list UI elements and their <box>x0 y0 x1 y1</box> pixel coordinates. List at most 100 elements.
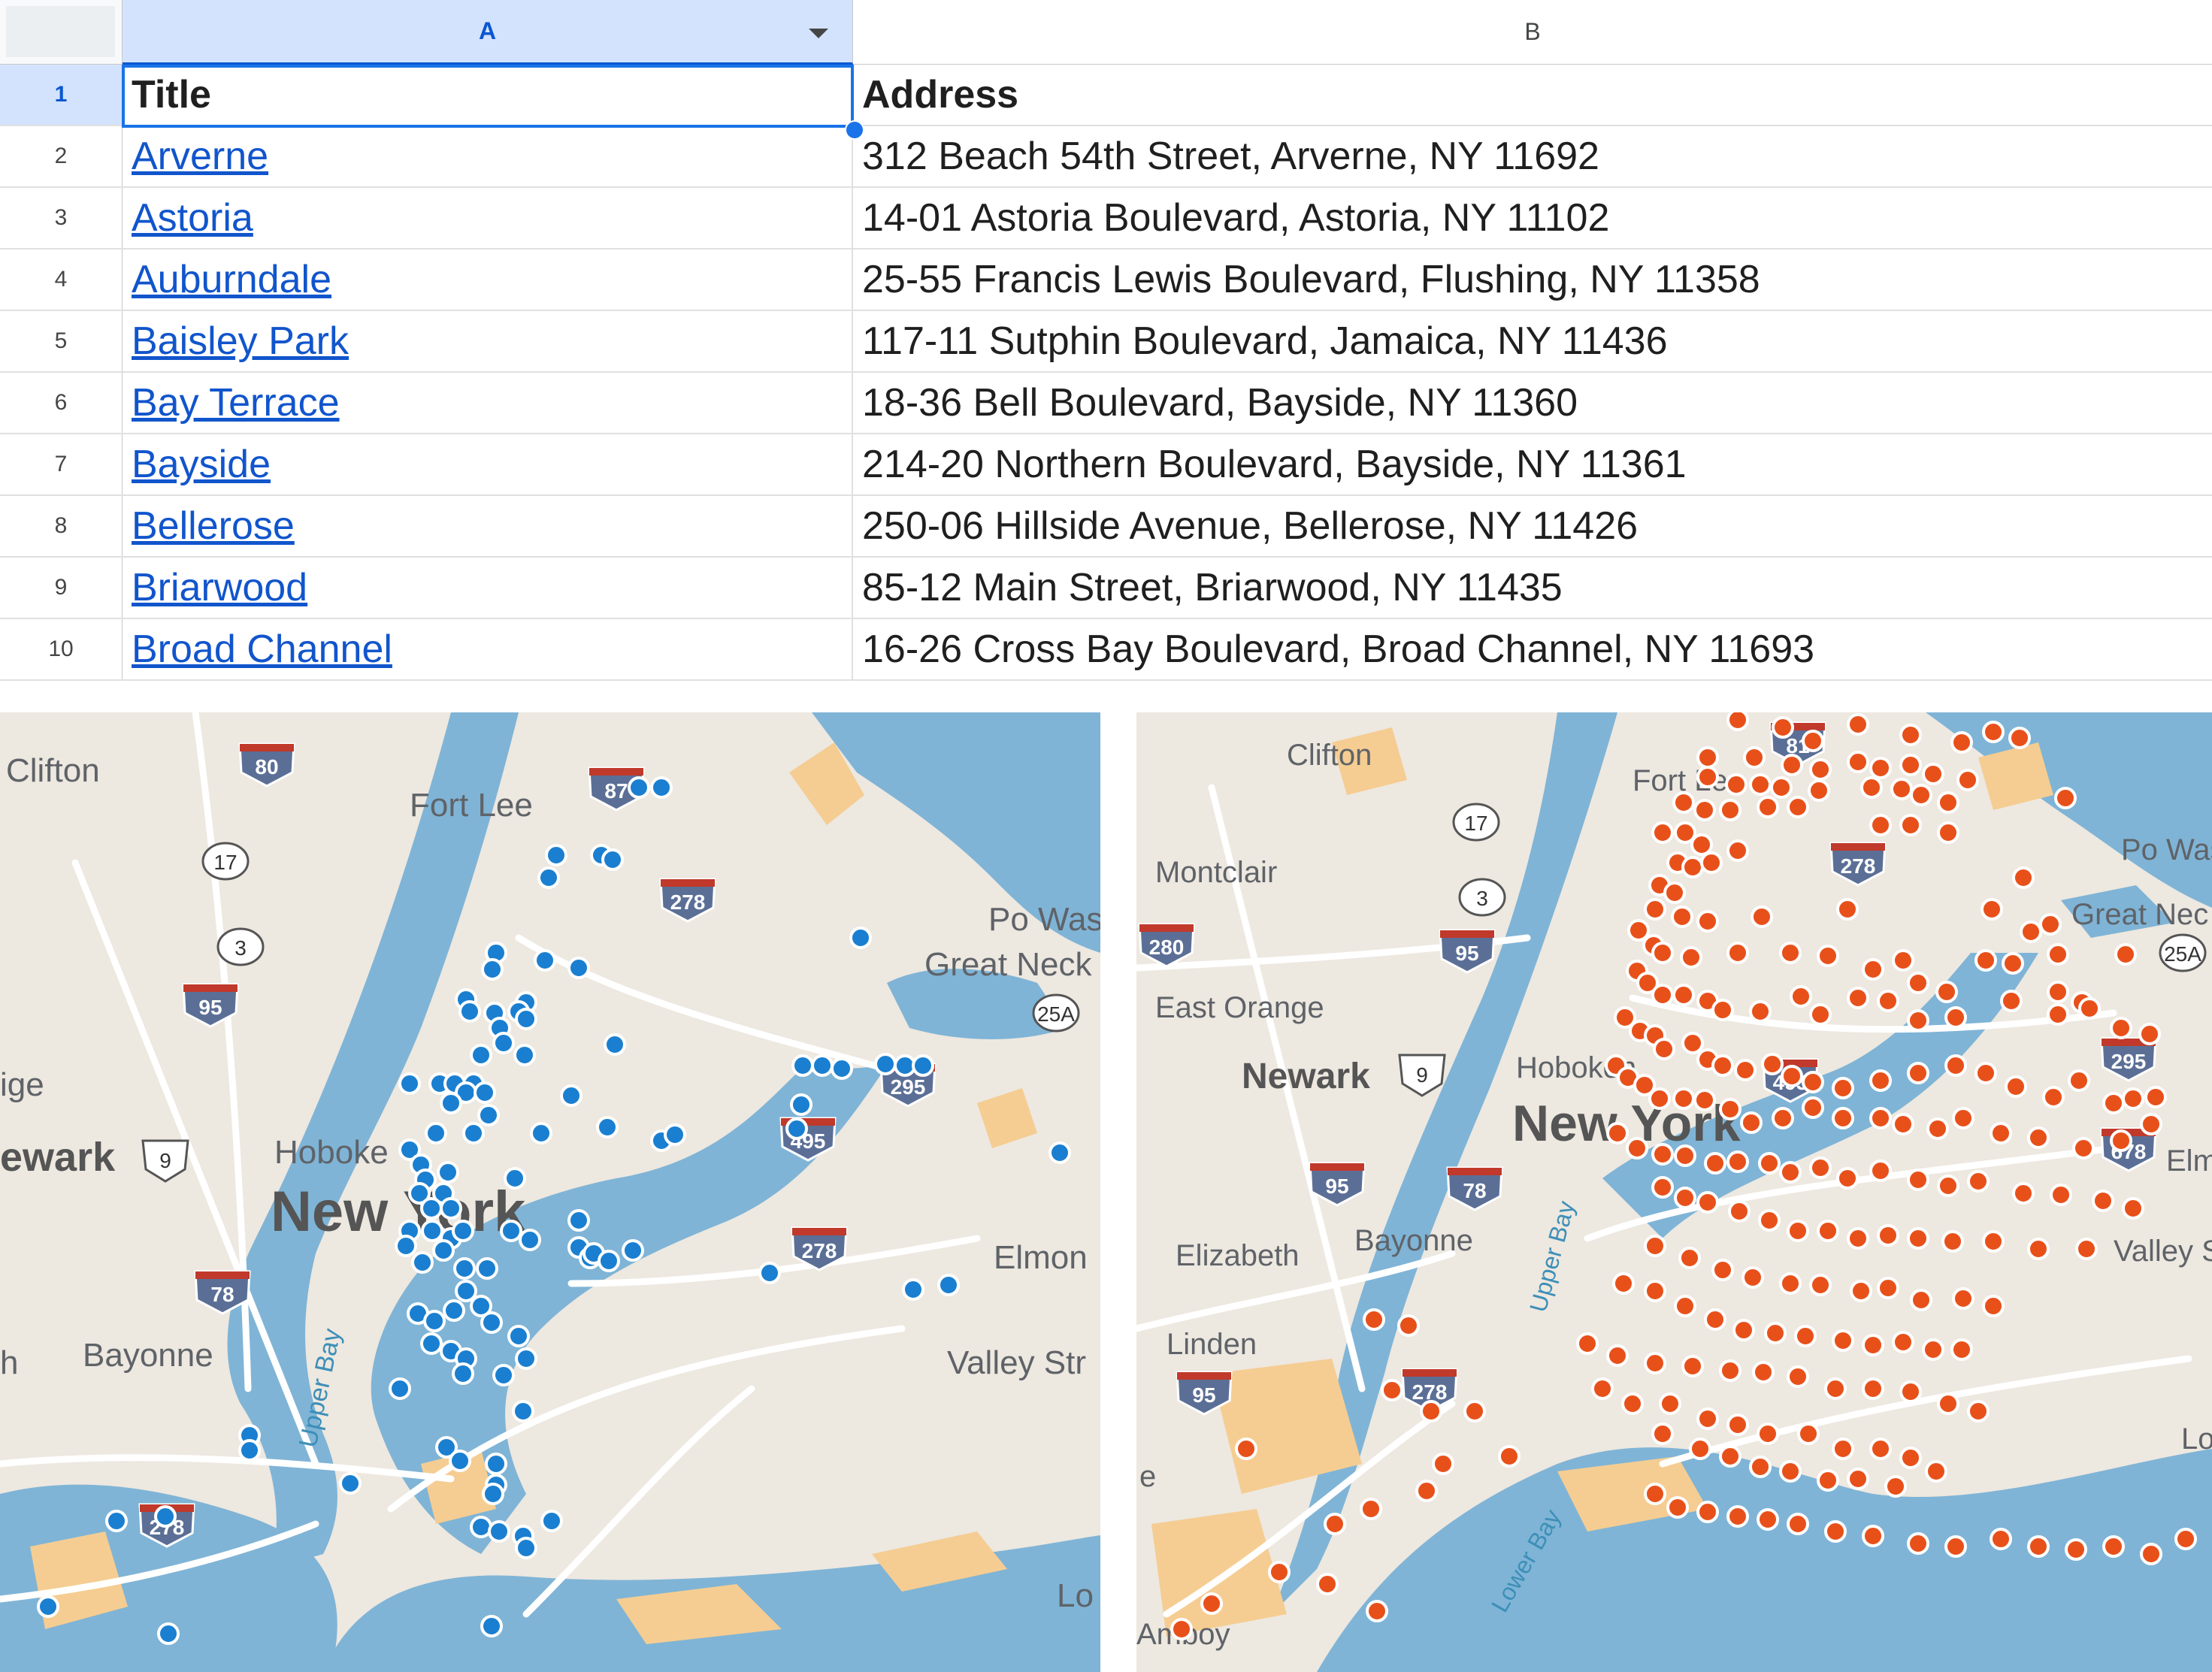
map-marker[interactable] <box>596 1116 619 1138</box>
map-marker[interactable] <box>598 1250 620 1272</box>
map-marker[interactable] <box>1787 1513 1809 1535</box>
map-marker[interactable] <box>1877 990 1899 1012</box>
map-marker[interactable] <box>1672 1087 1695 1110</box>
map-marker[interactable] <box>1749 1456 1772 1478</box>
map-marker[interactable] <box>1653 1038 1675 1060</box>
map-marker[interactable] <box>1862 958 1884 981</box>
map-marker[interactable] <box>500 1220 522 1242</box>
map-marker[interactable] <box>435 1436 458 1459</box>
address-cell[interactable]: 18-36 Bell Boulevard, Bayside, NY 11360 <box>862 381 1578 425</box>
map-marker[interactable] <box>1591 1377 1614 1400</box>
map-marker[interactable] <box>1719 1359 1741 1382</box>
map-marker[interactable] <box>1907 1227 1929 1250</box>
map-marker[interactable] <box>1681 1355 1704 1377</box>
map-marker[interactable] <box>1726 942 1749 964</box>
map-marker[interactable] <box>1890 778 1913 800</box>
map-marker[interactable] <box>1363 1308 1385 1331</box>
map-marker[interactable] <box>482 1483 504 1505</box>
map-marker[interactable] <box>785 1117 808 1140</box>
map-marker[interactable] <box>504 1167 526 1190</box>
map-marker[interactable] <box>1877 1277 1899 1299</box>
map-marker[interactable] <box>515 1537 537 1559</box>
map-marker[interactable] <box>1862 1377 1884 1400</box>
map-marker[interactable] <box>1200 1592 1223 1615</box>
map-marker[interactable] <box>1832 1438 1854 1460</box>
map-marker[interactable] <box>622 1239 644 1262</box>
map-marker[interactable] <box>1740 1111 1763 1134</box>
map-marker[interactable] <box>398 1138 421 1161</box>
map-marker[interactable] <box>1672 984 1695 1006</box>
title-link[interactable]: Baisley Park <box>132 319 349 363</box>
row-number[interactable]: 4 <box>0 249 123 310</box>
map-marker[interactable] <box>1790 985 1812 1008</box>
map-marker[interactable] <box>1809 1274 1832 1296</box>
map-marker[interactable] <box>1922 763 1944 785</box>
map-marker[interactable] <box>2072 1137 2095 1160</box>
map-marker[interactable] <box>519 1229 541 1251</box>
map-marker[interactable] <box>1696 1191 1719 1214</box>
map-marker[interactable] <box>1757 1508 1779 1531</box>
map-marker[interactable] <box>758 1262 781 1284</box>
map-marker[interactable] <box>1743 746 1766 769</box>
map-marker[interactable] <box>1498 1445 1521 1468</box>
title-cell[interactable]: Arverne <box>123 126 853 186</box>
map-marker[interactable] <box>2078 997 2101 1020</box>
map-marker[interactable] <box>2114 943 2137 966</box>
map-marker[interactable] <box>1944 1535 1967 1558</box>
map-marker[interactable] <box>1981 898 2003 921</box>
map-marker[interactable] <box>1869 1438 1892 1460</box>
map-marker[interactable] <box>2110 1017 2132 1039</box>
map-marker[interactable] <box>560 1084 583 1107</box>
map-marker[interactable] <box>1268 1561 1291 1583</box>
map-marker[interactable] <box>1651 1143 1674 1166</box>
map-marker[interactable] <box>1696 1501 1719 1523</box>
map-marker[interactable] <box>1802 730 1824 752</box>
map-marker[interactable] <box>2075 1238 2098 1260</box>
map-marker[interactable] <box>2012 1182 2035 1205</box>
map-marker[interactable] <box>1726 1505 1749 1528</box>
map-marker[interactable] <box>2174 1528 2197 1550</box>
map-marker[interactable] <box>1899 724 1922 746</box>
map-marker[interactable] <box>1693 799 1716 821</box>
map-marker[interactable] <box>1907 1009 1929 1032</box>
map-marker[interactable] <box>105 1510 128 1532</box>
map-marker[interactable] <box>1779 1272 1802 1295</box>
map-marker[interactable] <box>601 848 624 871</box>
map-marker[interactable] <box>2027 1535 2050 1558</box>
map-marker[interactable] <box>1809 1003 1832 1026</box>
map-marker[interactable] <box>1678 1247 1701 1269</box>
map-marker[interactable] <box>2144 1086 2167 1108</box>
map-marker[interactable] <box>1651 821 1674 844</box>
map-marker[interactable] <box>604 1033 626 1056</box>
map-marker[interactable] <box>1787 796 1809 818</box>
title-link[interactable]: Astoria <box>132 196 253 240</box>
map-marker[interactable] <box>1719 799 1741 821</box>
row-number[interactable]: 7 <box>0 434 123 494</box>
map-marker[interactable] <box>567 957 590 979</box>
title-cell[interactable]: Broad Channel <box>123 619 853 679</box>
map-marker[interactable] <box>1749 773 1772 796</box>
address-cell[interactable]: 16-26 Cross Bay Boulevard, Broad Channel… <box>862 627 1815 671</box>
map-marker[interactable] <box>1651 942 1674 964</box>
map-marker[interactable] <box>1360 1498 1382 1520</box>
map-marker[interactable] <box>1644 1352 1666 1374</box>
map-marker[interactable] <box>1832 1077 1854 1099</box>
map-marker[interactable] <box>1797 1423 1820 1445</box>
map-marker[interactable] <box>1956 769 1979 791</box>
map-marker[interactable] <box>1772 716 1794 739</box>
map-marker[interactable] <box>2102 1092 2125 1114</box>
map-marker[interactable] <box>453 1257 476 1280</box>
map-marker[interactable] <box>1862 1334 1884 1356</box>
title-cell[interactable]: Astoria <box>123 188 853 248</box>
map-marker[interactable] <box>849 927 872 949</box>
map-marker[interactable] <box>1869 1069 1892 1092</box>
map-marker[interactable] <box>339 1472 362 1495</box>
map-marker[interactable] <box>1899 1380 1922 1403</box>
map-marker[interactable] <box>1758 1209 1781 1232</box>
map-marker[interactable] <box>1832 1329 1854 1352</box>
map-marker[interactable] <box>474 1081 496 1104</box>
map-marker[interactable] <box>1659 1392 1681 1415</box>
map-marker[interactable] <box>1644 1280 1666 1302</box>
map-marker[interactable] <box>1761 1053 1784 1075</box>
map-marker[interactable] <box>1614 1006 1636 1029</box>
